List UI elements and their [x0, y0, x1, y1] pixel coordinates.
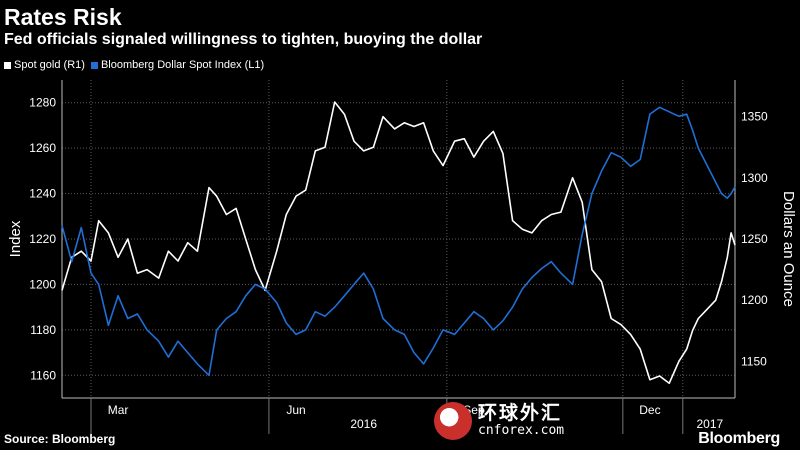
legend-label-gold: Spot gold (R1)	[14, 59, 85, 71]
source-note: Source: Bloomberg	[4, 432, 116, 446]
dollar-index-line	[61, 106, 736, 377]
x-tick-label: Dec	[639, 403, 660, 417]
chart-title: Rates Risk	[4, 4, 122, 30]
chart-subtitle: Fed officials signaled willingness to ti…	[4, 31, 483, 48]
left-tick-label: 1240	[29, 187, 56, 201]
right-tick-label: 1350	[741, 110, 768, 124]
right-tick-label: 1150	[741, 354, 767, 368]
spot-gold-line	[61, 101, 736, 385]
x-year-label: 2017	[697, 417, 724, 431]
left-tick-label: 1180	[30, 323, 56, 337]
series-lines	[61, 101, 736, 385]
x-tick-label: Jun	[286, 403, 305, 417]
right-axis-ticks: 1150 1200 1250 1300 1350	[741, 110, 768, 369]
right-tick-label: 1200	[741, 293, 768, 307]
x-year-label: 2016	[350, 417, 377, 431]
watermark: 环球外汇 cnforex.com	[434, 402, 564, 440]
legend-swatch-dollar	[90, 61, 98, 69]
left-tick-label: 1200	[29, 277, 56, 291]
watermark-text: 环球外汇 cnforex.com	[478, 404, 564, 438]
chart-legend: Spot gold (R1) Bloomberg Dollar Spot Ind…	[4, 59, 270, 71]
gridlines	[61, 80, 736, 399]
x-tick-label: Mar	[108, 403, 129, 417]
watermark-cn: 环球外汇	[478, 403, 563, 425]
legend-item-dollar: Bloomberg Dollar Spot Index (L1)	[90, 59, 265, 71]
left-axis-title: Index	[7, 220, 24, 257]
watermark-logo-icon	[434, 402, 472, 440]
right-tick-label: 1300	[741, 171, 768, 185]
legend-label-dollar: Bloomberg Dollar Spot Index (L1)	[100, 59, 265, 71]
watermark-en: cnforex.com	[478, 423, 565, 439]
brand-logo: Bloomberg	[698, 430, 780, 447]
left-tick-label: 1160	[30, 368, 56, 382]
left-axis-ticks: 1160 1180 1200 1220 1240 1260 1280	[29, 96, 56, 383]
left-tick-label: 1280	[29, 96, 56, 110]
legend-item-gold: Spot gold (R1)	[4, 59, 85, 71]
right-axis-title: Dollars an Ounce	[780, 191, 797, 307]
left-tick-label: 1260	[29, 141, 56, 155]
right-tick-label: 1250	[741, 232, 768, 246]
left-tick-label: 1220	[29, 232, 56, 246]
legend-swatch-gold	[4, 61, 11, 69]
